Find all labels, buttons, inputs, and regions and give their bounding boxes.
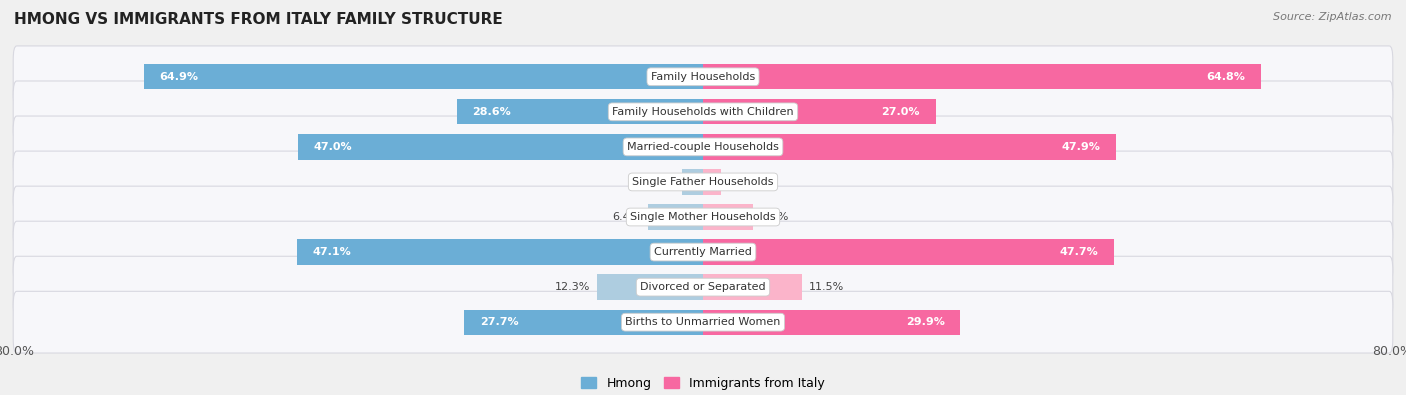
Bar: [703, 239, 1114, 265]
FancyBboxPatch shape: [13, 116, 1393, 178]
Text: HMONG VS IMMIGRANTS FROM ITALY FAMILY STRUCTURE: HMONG VS IMMIGRANTS FROM ITALY FAMILY ST…: [14, 12, 503, 27]
FancyBboxPatch shape: [13, 221, 1393, 283]
Text: 6.4%: 6.4%: [613, 212, 641, 222]
Bar: [598, 275, 703, 300]
Text: 47.7%: 47.7%: [1060, 247, 1098, 257]
FancyBboxPatch shape: [13, 256, 1393, 318]
Bar: [464, 310, 703, 335]
Text: 2.4%: 2.4%: [647, 177, 675, 187]
Bar: [703, 169, 721, 195]
Bar: [703, 64, 1261, 89]
Text: 64.9%: 64.9%: [160, 72, 198, 82]
Bar: [298, 239, 703, 265]
Text: 28.6%: 28.6%: [472, 107, 510, 117]
Text: Married-couple Households: Married-couple Households: [627, 142, 779, 152]
Text: 11.5%: 11.5%: [808, 282, 844, 292]
Bar: [648, 204, 703, 229]
Text: 47.1%: 47.1%: [314, 247, 352, 257]
Text: 29.9%: 29.9%: [905, 317, 945, 327]
Text: Source: ZipAtlas.com: Source: ZipAtlas.com: [1274, 12, 1392, 22]
Bar: [703, 310, 960, 335]
FancyBboxPatch shape: [13, 81, 1393, 143]
Text: 5.8%: 5.8%: [759, 212, 789, 222]
Bar: [682, 169, 703, 195]
Bar: [703, 99, 935, 124]
FancyBboxPatch shape: [13, 151, 1393, 213]
Text: Family Households: Family Households: [651, 72, 755, 82]
FancyBboxPatch shape: [13, 186, 1393, 248]
Bar: [143, 64, 703, 89]
Bar: [298, 134, 703, 160]
Text: Currently Married: Currently Married: [654, 247, 752, 257]
Text: Single Father Households: Single Father Households: [633, 177, 773, 187]
Text: 47.9%: 47.9%: [1062, 142, 1099, 152]
Bar: [703, 204, 754, 229]
Text: Divorced or Separated: Divorced or Separated: [640, 282, 766, 292]
Text: 2.1%: 2.1%: [728, 177, 756, 187]
Text: 47.0%: 47.0%: [314, 142, 353, 152]
FancyBboxPatch shape: [13, 46, 1393, 107]
FancyBboxPatch shape: [13, 292, 1393, 353]
Text: Family Households with Children: Family Households with Children: [612, 107, 794, 117]
Bar: [703, 134, 1115, 160]
Legend: Hmong, Immigrants from Italy: Hmong, Immigrants from Italy: [576, 372, 830, 395]
Text: Births to Unmarried Women: Births to Unmarried Women: [626, 317, 780, 327]
Text: 12.3%: 12.3%: [555, 282, 591, 292]
Text: 27.7%: 27.7%: [479, 317, 519, 327]
Bar: [703, 275, 801, 300]
Text: 64.8%: 64.8%: [1206, 72, 1246, 82]
Bar: [457, 99, 703, 124]
Text: Single Mother Households: Single Mother Households: [630, 212, 776, 222]
Text: 27.0%: 27.0%: [882, 107, 920, 117]
